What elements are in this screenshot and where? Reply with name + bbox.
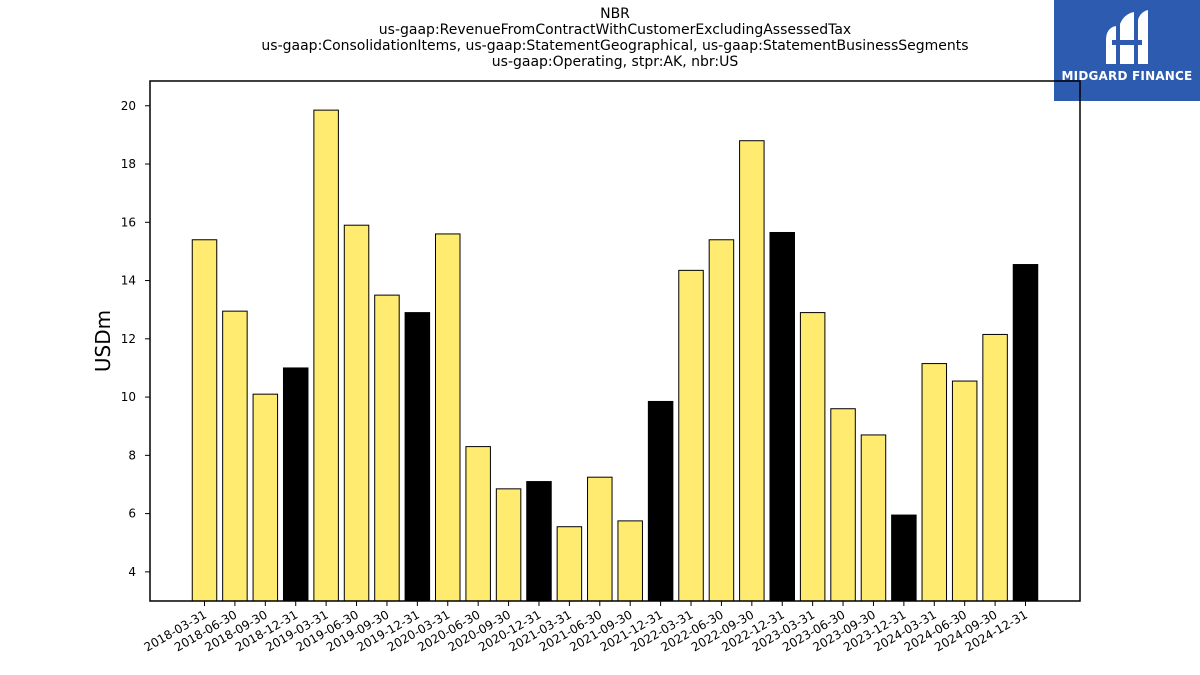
- bar-2018-03-31: [191, 239, 218, 602]
- bar-2021-06-30: [587, 476, 613, 602]
- bar-2020-09-30: [495, 488, 522, 602]
- y-axis-label: USDm: [91, 310, 115, 372]
- bar-2022-12-31: [769, 231, 795, 602]
- chart-title-block: NBR us-gaap:RevenueFromContractWithCusto…: [150, 6, 1080, 70]
- bar-2021-03-31: [556, 526, 583, 602]
- bar-2018-06-30: [222, 310, 248, 602]
- bar-2019-06-30: [343, 224, 370, 602]
- bar-2023-09-30: [860, 434, 887, 602]
- chart-title: NBR: [600, 6, 630, 22]
- bar-2020-12-31: [526, 481, 552, 602]
- y-tick-label: 8: [128, 448, 136, 462]
- y-tick-label: 6: [128, 507, 136, 521]
- brand-logo: MIDGARD FINANCE: [1054, 0, 1200, 101]
- bar-2018-09-30: [252, 393, 279, 602]
- brand-name: MIDGARD FINANCE: [1061, 69, 1193, 83]
- bar-2020-03-31: [435, 233, 461, 602]
- midgard-m-logo-icon: [1106, 10, 1148, 64]
- y-axis: 4 6 8 10 12 14 16 18 20: [121, 99, 150, 579]
- bar-2021-09-30: [617, 520, 643, 602]
- bar-2021-12-31: [647, 400, 674, 602]
- bar-2022-03-31: [678, 269, 704, 602]
- y-tick-label: 20: [121, 99, 136, 113]
- bar-2020-06-30: [465, 446, 491, 602]
- bar-2022-06-30: [708, 239, 735, 602]
- y-tick-label: 14: [121, 274, 136, 288]
- bar-2024-09-30: [982, 333, 1008, 602]
- bar-2024-12-31: [1012, 264, 1039, 602]
- chart-subtitle-line-2: us-gaap:ConsolidationItems, us-gaap:Stat…: [261, 38, 969, 54]
- plot-frame: [149, 80, 1081, 602]
- chart-subtitle-line-1: us-gaap:RevenueFromContractWithCustomerE…: [378, 22, 852, 38]
- y-tick-label: 10: [121, 390, 136, 404]
- bar-2018-12-31: [282, 367, 309, 602]
- bars-group: [191, 109, 1039, 602]
- bar-2019-12-31: [404, 312, 431, 602]
- bar-2024-06-30: [951, 380, 978, 602]
- chart-subtitle-line-3: us-gaap:Operating, stpr:AK, nbr:US: [491, 54, 739, 70]
- y-tick-label: 4: [128, 565, 136, 579]
- bar-2023-06-30: [830, 408, 856, 602]
- y-tick-label: 18: [121, 157, 136, 171]
- bar-2023-03-31: [799, 312, 826, 602]
- y-tick-label: 16: [121, 215, 136, 229]
- x-axis: 2018-03-312018-06-302018-09-302018-12-31…: [142, 601, 1030, 654]
- bar-2019-03-31: [313, 109, 339, 602]
- y-tick-label: 12: [121, 332, 136, 346]
- bar-2022-09-30: [739, 140, 765, 602]
- bar-2024-03-31: [921, 363, 948, 602]
- bar-2023-12-31: [891, 514, 917, 602]
- bar-2019-09-30: [374, 294, 400, 602]
